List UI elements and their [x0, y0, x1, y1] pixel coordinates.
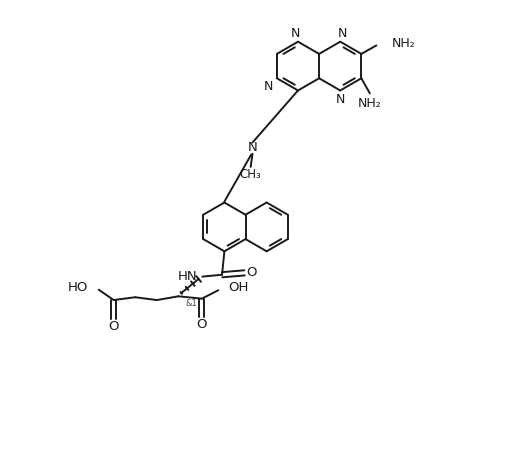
Text: N: N: [247, 141, 257, 154]
Text: HO: HO: [68, 281, 89, 294]
Text: O: O: [246, 267, 257, 279]
Text: OH: OH: [229, 281, 249, 295]
Text: O: O: [108, 320, 119, 333]
Text: NH₂: NH₂: [358, 97, 382, 110]
Text: N: N: [338, 27, 348, 40]
Text: HN: HN: [178, 270, 197, 283]
Text: &1: &1: [185, 299, 197, 308]
Text: N: N: [336, 93, 345, 106]
Text: O: O: [196, 318, 207, 331]
Text: NH₂: NH₂: [391, 37, 415, 50]
Text: N: N: [264, 80, 274, 93]
Text: N: N: [291, 27, 300, 40]
Text: CH₃: CH₃: [240, 168, 262, 181]
